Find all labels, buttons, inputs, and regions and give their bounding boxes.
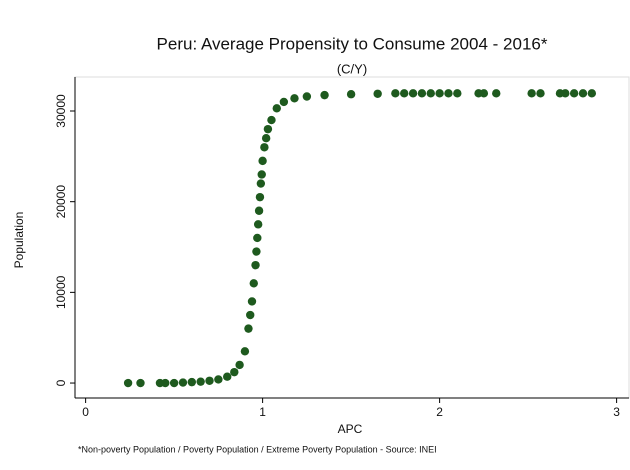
x-tick-label: 0: [82, 405, 89, 419]
point: [187, 377, 197, 387]
point: [267, 115, 276, 125]
point: [252, 247, 261, 256]
point: [253, 220, 263, 229]
point: [302, 92, 312, 101]
point: [492, 89, 501, 98]
point: [578, 89, 588, 98]
point: [249, 279, 258, 288]
point: [251, 260, 260, 270]
point: [196, 377, 205, 386]
point: [536, 89, 545, 98]
point: [178, 378, 188, 387]
y-tick-label: 30000: [54, 94, 68, 128]
point: [569, 89, 579, 98]
point: [479, 89, 489, 98]
point: [263, 124, 273, 134]
footnote: *Non-poverty Population / Poverty Popula…: [78, 444, 437, 454]
point: [373, 89, 382, 98]
point: [444, 89, 453, 98]
point: [400, 89, 409, 98]
point: [391, 89, 400, 98]
point: [261, 134, 271, 143]
x-axis-label: APC: [338, 422, 363, 436]
point: [247, 297, 257, 306]
point: [214, 375, 223, 384]
point: [258, 156, 267, 166]
point: [272, 104, 281, 113]
x-tick-label: 2: [436, 405, 443, 419]
point: [435, 89, 444, 98]
point: [527, 89, 536, 98]
point: [453, 89, 462, 98]
point: [417, 89, 427, 98]
point: [260, 143, 269, 152]
point: [254, 206, 264, 215]
x-tick-label: 3: [613, 405, 620, 419]
chart-title: Peru: Average Propensity to Consume 2004…: [157, 34, 548, 53]
chart-subtitle: (C/Y): [337, 61, 367, 76]
point: [255, 192, 265, 202]
point: [279, 97, 289, 107]
point: [205, 376, 214, 385]
point: [136, 378, 145, 388]
point: [240, 347, 250, 356]
point: [246, 310, 255, 320]
point: [408, 89, 418, 98]
point: [235, 360, 244, 370]
point: [256, 179, 266, 188]
point: [320, 90, 329, 100]
point: [346, 90, 356, 99]
point: [426, 89, 435, 98]
point: [253, 233, 262, 243]
point: [123, 378, 133, 388]
y-tick-label: 0: [54, 379, 68, 386]
point: [587, 89, 597, 98]
y-tick-label: 20000: [54, 185, 68, 219]
x-tick-label: 1: [259, 405, 266, 419]
point: [257, 170, 266, 179]
point: [223, 372, 232, 381]
point: [230, 367, 239, 377]
point: [169, 378, 179, 388]
y-tick-label: 10000: [54, 275, 68, 309]
point: [290, 94, 299, 103]
plot-area: [74, 76, 630, 399]
point: [161, 378, 170, 388]
point: [561, 89, 570, 98]
y-axis-label: Population: [12, 212, 26, 269]
point: [244, 324, 253, 333]
